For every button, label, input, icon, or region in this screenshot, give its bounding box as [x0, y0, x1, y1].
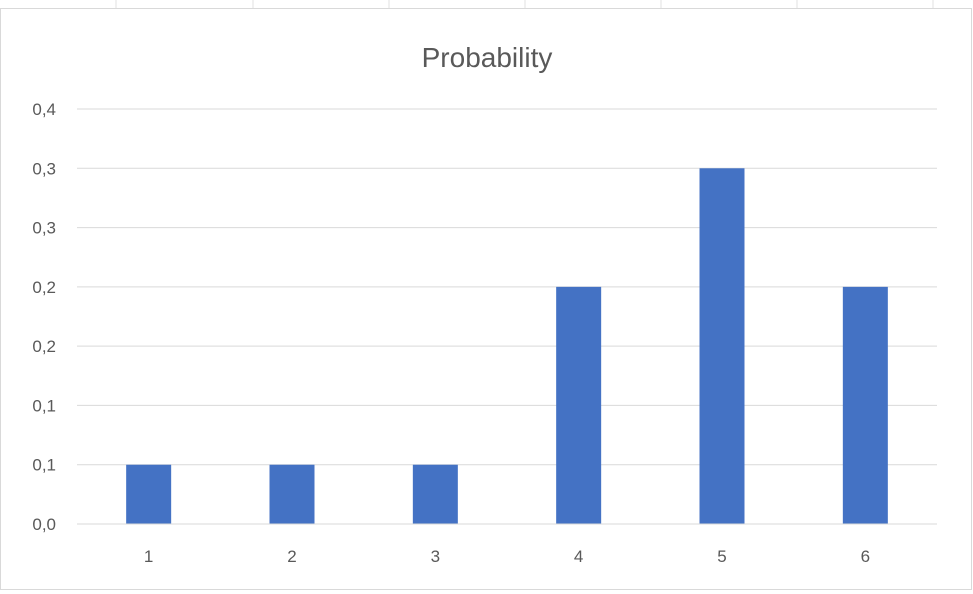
y-tick-label: 0,4: [32, 100, 56, 119]
x-tick-label: 2: [287, 547, 296, 566]
y-axis-ticks: 0,0 0,1 0,1 0,2 0,2 0,3 0,3 0,4: [32, 100, 56, 534]
bar-6[interactable]: [842, 286, 888, 524]
x-tick-label: 6: [861, 547, 870, 566]
y-tick-label: 0,0: [32, 515, 56, 534]
bar-3[interactable]: [412, 464, 458, 524]
bar-5[interactable]: [699, 168, 745, 525]
x-tick-label: 1: [144, 547, 153, 566]
y-tick-label: 0,1: [32, 456, 56, 475]
y-tick-label: 0,1: [32, 396, 56, 415]
bars: [77, 168, 937, 525]
y-tick-label: 0,3: [32, 219, 56, 238]
x-axis-ticks: 1 2 3 4 5 6: [144, 547, 870, 566]
bar-4[interactable]: [556, 286, 602, 524]
y-tick-label: 0,2: [32, 337, 56, 356]
x-tick-label: 3: [431, 547, 440, 566]
chart-title: Probability: [422, 42, 553, 73]
y-tick-label: 0,2: [32, 278, 56, 297]
chart-area[interactable]: Probability 0,0 0,1 0,1 0,2 0,2 0,3 0,3 0,4 1 2 3…: [0, 8, 972, 590]
x-tick-label: 4: [574, 547, 583, 566]
gridlines: [77, 108, 937, 525]
y-tick-label: 0,3: [32, 159, 56, 178]
bar-chart: Probability 0,0 0,1 0,1 0,2 0,2 0,3 0,3 0,4 1 2 3…: [32, 42, 937, 566]
x-tick-label: 5: [717, 547, 726, 566]
bar-2[interactable]: [269, 464, 315, 524]
bar-1[interactable]: [126, 464, 172, 524]
